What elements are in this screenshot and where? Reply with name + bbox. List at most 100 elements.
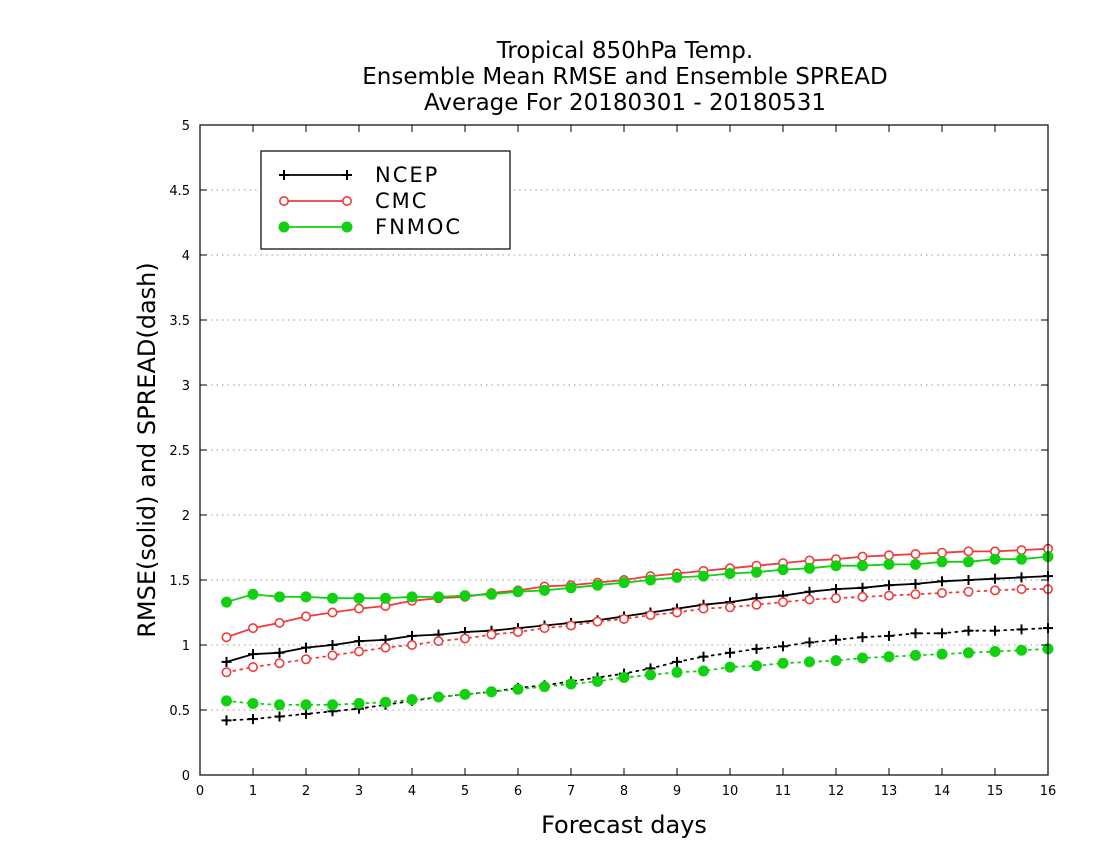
spread-point-ncep [1016,624,1027,635]
rmse-point-ncep [354,636,364,647]
rmse-point-fnmoc [327,592,338,604]
spread-point-fnmoc [539,681,550,693]
rmse-point-cmc [353,603,364,614]
rmse-point-fnmoc [883,558,895,570]
rmse-point-fnmoc [777,564,789,576]
x-tick-label: 1 [249,784,257,799]
rmse-point-fnmoc [565,582,577,594]
spread-point-cmc [645,610,656,621]
spread-point-fnmoc [698,665,709,677]
spread-point-fnmoc [883,651,895,663]
y-tick-label: 1.5 [169,574,190,589]
x-tick-label: 12 [828,784,845,799]
spread-point-ncep [274,711,285,722]
spread-point-fnmoc [221,695,232,707]
title-line-1: Tropical 850hPa Temp. [496,38,753,64]
rmse-point-ncep [990,573,1000,584]
spread-point-fnmoc [777,657,789,669]
spread-point-cmc [486,629,497,640]
y-tick-label: 1 [182,639,190,654]
legend-item-cmc: CMC [278,189,428,213]
spread-point-fnmoc [380,696,391,708]
x-tick-label: 9 [673,784,681,799]
spread-point-ncep [778,641,788,652]
rmse-line-ncep [226,575,1049,663]
spread-point-fnmoc [406,694,418,706]
rmse-point-fnmoc [247,588,259,600]
title-line-2: Ensemble Mean RMSE and Ensemble SPREAD [362,64,887,90]
rmse-point-fnmoc [671,571,683,583]
legend-label: CMC [375,189,428,213]
spread-point-ncep [963,625,974,636]
rmse-point-cmc [248,623,259,634]
spread-point-fnmoc [618,672,630,683]
spread-point-fnmoc [300,699,312,711]
rmse-point-cmc [963,546,974,557]
spread-point-fnmoc [804,656,815,668]
x-tick-label: 8 [620,784,628,799]
spread-point-fnmoc [857,652,868,664]
title-line-3: Average For 20180301 - 20180531 [424,90,826,116]
spread-point-cmc [300,654,311,665]
spread-point-cmc [433,636,444,647]
rmse-point-fnmoc [274,591,285,603]
x-tick-label: 7 [567,784,575,799]
rmse-point-cmc [300,611,311,622]
spread-point-ncep [910,628,921,639]
rmse-point-fnmoc [963,556,974,568]
spread-point-cmc [698,603,709,614]
rmse-point-fnmoc [406,591,418,603]
y-tick-label: 4.5 [169,184,190,199]
spread-point-ncep [990,625,1000,636]
spread-point-cmc [512,626,523,637]
rmse-point-cmc [1016,545,1027,556]
rmse-point-fnmoc [857,560,868,572]
rmse-point-ncep [301,642,311,653]
legend-box [260,150,511,250]
rmse-point-ncep [407,630,417,641]
legend-marker [341,196,352,207]
spread-point-fnmoc [645,669,656,681]
rmse-point-ncep [221,656,232,667]
rmse-point-fnmoc [936,556,948,568]
chart-title: Tropical 850hPa Temp. Ensemble Mean RMSE… [362,38,887,116]
legend-item-ncep: NCEP [279,163,437,187]
rmse-point-fnmoc [830,560,842,572]
series-fnmoc [221,551,1054,711]
y-tick-label: 3.5 [169,314,190,329]
rmse-point-fnmoc [486,588,497,600]
rmse-point-cmc [910,548,921,559]
spread-point-fnmoc [274,699,285,711]
rmse-point-fnmoc [221,596,232,608]
spread-point-cmc [459,633,470,644]
rmse-point-cmc [883,550,894,561]
spread-point-cmc [565,620,576,631]
spread-point-ncep [884,630,894,641]
legend-item-fnmoc: FNMOC [278,215,460,239]
rmse-point-fnmoc [539,584,550,596]
series-cmc [221,543,1054,678]
x-tick-label: 4 [408,784,416,799]
y-tick-label: 2 [182,509,190,524]
spread-point-fnmoc [989,646,1001,657]
x-tick-label: 16 [1040,784,1057,799]
spread-point-cmc [751,599,762,610]
spread-point-fnmoc [910,649,921,661]
rmse-point-fnmoc [645,574,656,586]
spread-point-cmc [221,667,232,678]
spread-point-ncep [248,714,258,725]
rmse-point-ncep [937,576,947,587]
rmse-point-fnmoc [1016,553,1027,565]
spread-point-ncep [698,651,709,662]
series-ncep [221,571,1053,726]
rmse-line-fnmoc [226,555,1049,603]
spread-point-fnmoc [1016,644,1027,656]
rmse-point-fnmoc [751,566,762,578]
y-tick-label: 3 [182,379,190,394]
rmse-point-fnmoc [592,579,603,591]
rmse-point-cmc [274,617,285,628]
legend-marker [278,196,289,207]
spread-point-ncep [857,632,868,643]
spread-point-cmc [380,642,391,653]
x-tick-label: 11 [775,784,792,799]
